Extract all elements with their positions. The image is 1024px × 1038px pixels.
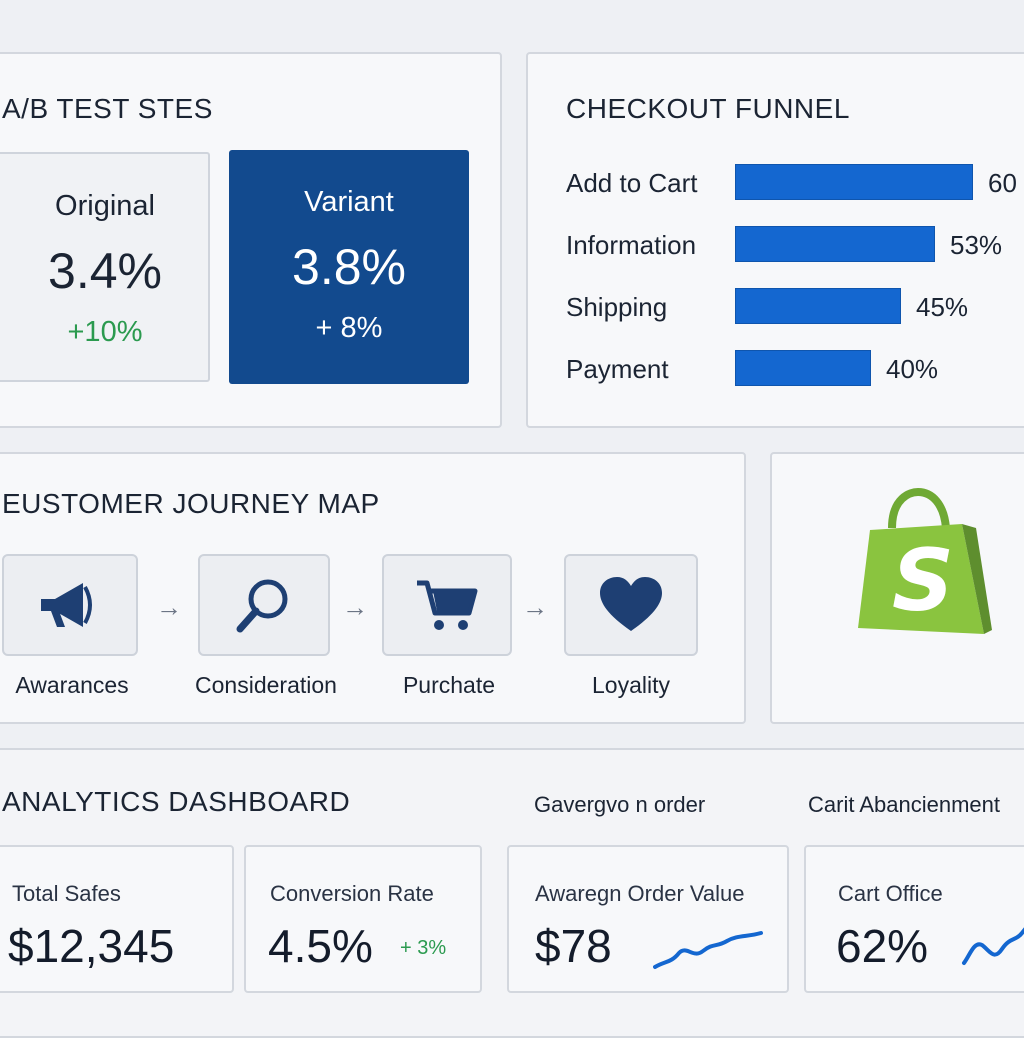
funnel-row[interactable]: Payment 40% bbox=[566, 350, 1024, 390]
ab-variant-value: 3.8% bbox=[292, 239, 406, 295]
metric-label: Awaregn Order Value bbox=[535, 881, 745, 906]
journey-arrow: → bbox=[156, 592, 182, 622]
ab-original-card[interactable]: Original 3.4% +10% bbox=[0, 152, 210, 382]
journey-step-label: Consideration bbox=[195, 672, 337, 698]
metric-label: Cart Office bbox=[838, 881, 943, 906]
journey-arrow: → bbox=[342, 592, 368, 622]
ab-variant-delta: + 8% bbox=[315, 312, 383, 344]
funnel-step-pct: 60 bbox=[988, 168, 1017, 198]
metric-label: Total Safes bbox=[12, 881, 121, 906]
analytics-subheading: Gavergvo n order bbox=[534, 792, 706, 817]
sparkline-icon bbox=[962, 927, 1024, 965]
analytics-title: ANALYTICS DASHBOARD bbox=[2, 786, 351, 817]
journey-step-purchase[interactable] bbox=[382, 554, 512, 656]
heart-icon bbox=[600, 577, 662, 631]
metric-card-cart-abandonment[interactable]: Cart Office 62% bbox=[804, 845, 1024, 993]
journey-step-loyalty[interactable] bbox=[564, 554, 698, 656]
metric-card-average-order-value[interactable]: Awaregn Order Value $78 bbox=[507, 845, 789, 993]
funnel-row[interactable]: Shipping 45% bbox=[566, 288, 1024, 328]
metric-value: 62% bbox=[836, 920, 929, 972]
ab-variant-card[interactable]: Variant 3.8% + 8% bbox=[229, 150, 469, 384]
checkout-funnel-title: CHECKOUT FUNNEL bbox=[566, 93, 850, 124]
metric-label: Conversion Rate bbox=[270, 881, 434, 906]
ab-variant-label: Variant bbox=[304, 186, 394, 218]
metric-value: 4.5% bbox=[268, 920, 373, 972]
funnel-step-label: Payment bbox=[566, 354, 669, 384]
funnel-bar bbox=[735, 226, 935, 262]
funnel-step-pct: 45% bbox=[916, 292, 969, 322]
magnifier-icon bbox=[236, 579, 288, 633]
logo-letter: S bbox=[892, 531, 954, 631]
metric-delta: + 3% bbox=[400, 937, 447, 959]
metric-value: $12,345 bbox=[8, 920, 175, 972]
ab-test-title: A/B TEST STES bbox=[2, 93, 213, 124]
metric-card-conversion-rate[interactable]: Conversion Rate 4.5% + 3% bbox=[244, 845, 482, 993]
funnel-row[interactable]: Information 53% bbox=[566, 226, 1024, 266]
analytics-subheading: Carit Abancienment bbox=[808, 792, 1000, 817]
funnel-bar bbox=[735, 350, 871, 386]
journey-step-label: Purchate bbox=[402, 672, 496, 698]
funnel-bar bbox=[735, 164, 973, 200]
shopify-bag-logo: S bbox=[858, 488, 992, 634]
metric-value: $78 bbox=[535, 920, 612, 972]
funnel-step-label: Add to Cart bbox=[566, 168, 698, 198]
funnel-step-label: Shipping bbox=[566, 292, 668, 322]
ab-original-delta: +10% bbox=[67, 316, 143, 348]
funnel-step-pct: 40% bbox=[886, 354, 939, 384]
ab-original-label: Original bbox=[55, 190, 155, 222]
journey-step-consideration[interactable] bbox=[198, 554, 330, 656]
journey-arrow: → bbox=[522, 592, 548, 622]
funnel-step-pct: 53% bbox=[950, 230, 1003, 260]
funnel-row[interactable]: Add to Cart 60 bbox=[566, 164, 1024, 204]
funnel-step-label: Information bbox=[566, 230, 697, 260]
megaphone-icon bbox=[41, 583, 92, 627]
journey-title: EUSTOMER JOURNEY MAP bbox=[2, 488, 380, 519]
metric-card-total-sales[interactable]: Total Safes $12,345 bbox=[0, 845, 234, 993]
ab-original-value: 3.4% bbox=[48, 243, 162, 299]
sparkline-icon bbox=[653, 931, 763, 969]
journey-step-label: Loyality bbox=[592, 672, 670, 698]
journey-step-awareness[interactable] bbox=[2, 554, 138, 656]
cart-icon bbox=[417, 580, 478, 630]
funnel-bar bbox=[735, 288, 901, 324]
journey-step-label: Awarances bbox=[15, 672, 129, 698]
